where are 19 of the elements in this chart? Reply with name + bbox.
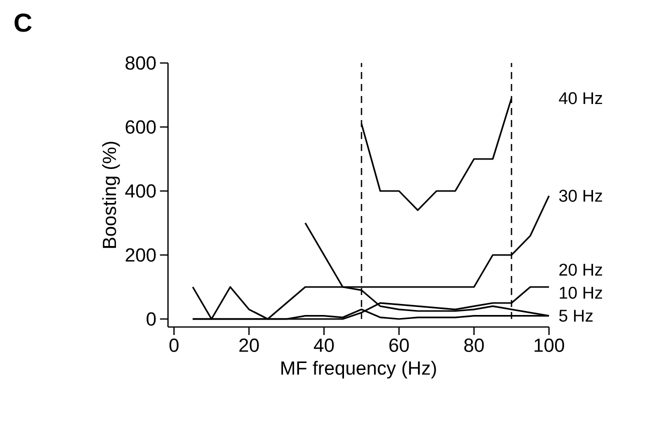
y-tick-label: 400	[125, 184, 156, 198]
series-label: 10 Hz	[560, 286, 602, 299]
x-tick-label: 100	[534, 338, 564, 352]
y-tick-label: 0	[146, 312, 156, 326]
x-tick-label: 40	[314, 338, 334, 352]
x-tick-label: 0	[169, 338, 179, 352]
series-label: 5 Hz	[559, 310, 593, 322]
text: 40 Hz	[558, 92, 602, 104]
y-tick-label: 600	[126, 120, 156, 134]
y-axis-title: Boosting (%)	[102, 142, 120, 248]
x-tick-label: 80	[464, 338, 484, 352]
x-tick-label: 60	[389, 338, 409, 352]
series-label: 20 Hz	[559, 264, 602, 276]
y-tick-label: 200	[126, 248, 156, 262]
x-axis-title: MF frequency (Hz)	[281, 360, 436, 379]
chart-title: C	[14, 14, 32, 32]
series-label: 30 Hz	[559, 190, 602, 202]
y-tick-label: 800	[126, 56, 156, 70]
x-tick-label: 20	[239, 338, 259, 352]
